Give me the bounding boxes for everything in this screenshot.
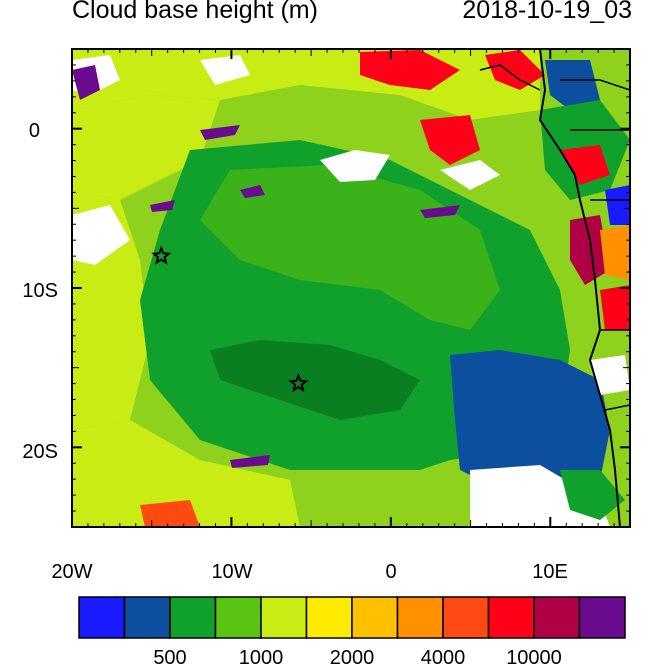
station-markers	[151, 245, 309, 393]
colorbar-swatch	[442, 596, 490, 639]
colorbar-swatch	[396, 596, 444, 639]
star-marker	[288, 372, 309, 393]
timestamp-label: 2018-10-19_03	[462, 0, 632, 24]
colorbar-swatch	[305, 596, 353, 639]
y-tick-label: 0	[29, 120, 40, 142]
colorbar-swatch	[578, 596, 626, 639]
colorbar-swatch	[260, 596, 308, 639]
colorbar-swatch	[169, 596, 217, 639]
colorbar-swatch	[123, 596, 171, 639]
x-tick-label: 10W	[211, 561, 252, 583]
colorbar-label: 1000	[239, 647, 284, 667]
colorbar-swatch	[78, 596, 126, 639]
y-tick-label: 10S	[22, 280, 58, 302]
x-tick-label: 10E	[532, 561, 568, 583]
map-field	[72, 49, 630, 527]
colorbar-swatch	[533, 596, 581, 639]
colorbar-swatch	[214, 596, 262, 639]
x-tick-label: 0	[385, 561, 396, 583]
colorbar-swatch	[351, 596, 399, 639]
colorbar	[78, 596, 626, 639]
x-tick-label: 20W	[51, 561, 92, 583]
y-tick-label: 20S	[22, 441, 58, 463]
star-marker	[151, 245, 172, 265]
colorbar-label: 10000	[506, 647, 562, 667]
colorbar-label: 2000	[330, 647, 375, 667]
colorbar-label: 4000	[421, 647, 466, 667]
colorbar-label: 500	[153, 647, 186, 667]
axis-ticks	[71, 48, 631, 528]
colorbar-swatch	[487, 596, 535, 639]
map-title: Cloud base height (m)	[72, 0, 318, 24]
